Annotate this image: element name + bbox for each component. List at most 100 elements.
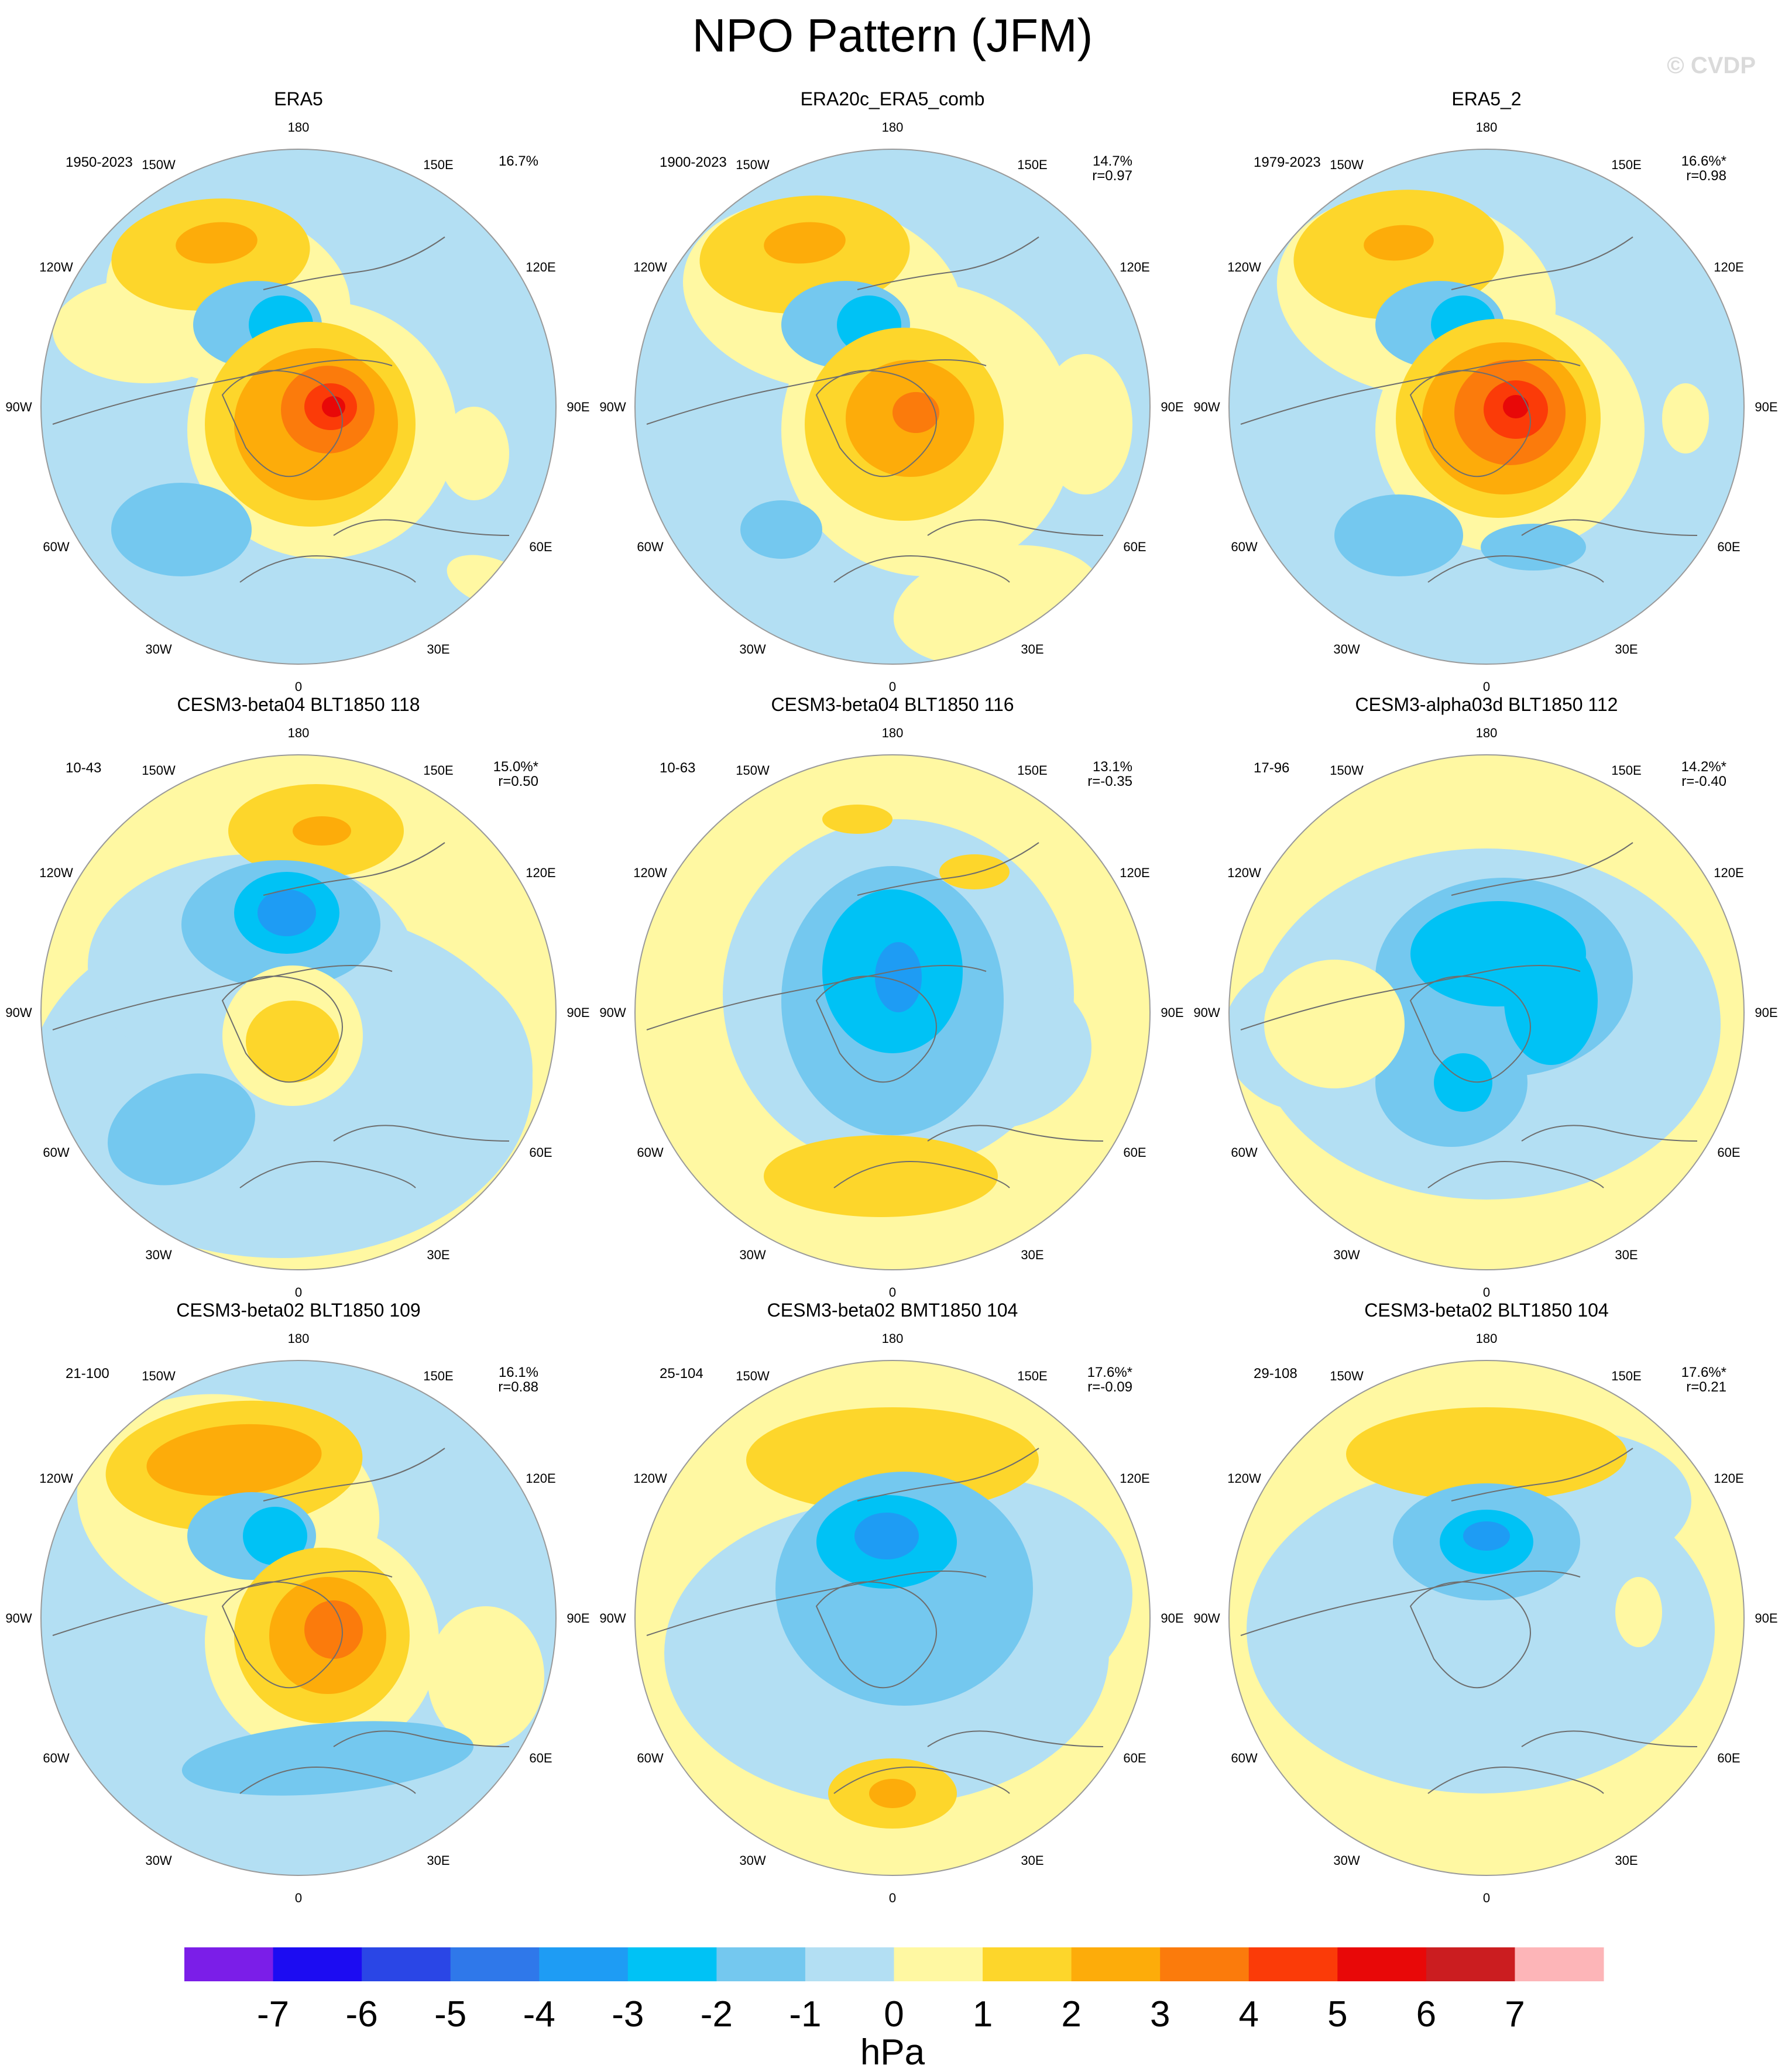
colorbar-swatch <box>273 1947 362 1981</box>
coastline <box>927 1730 1104 1747</box>
map-panel: ERA5 1950-2023 16.7% 180 150E 120E 90E 60E 30E 0 3… <box>5 88 589 694</box>
panel-variance-pct: 16.1% <box>499 1365 538 1380</box>
contour-region <box>304 1600 363 1659</box>
coastline <box>221 975 343 1083</box>
longitude-label: 180 <box>882 1331 904 1346</box>
longitude-label: 150W <box>736 763 770 778</box>
longitude-label: 90W <box>599 1005 626 1020</box>
longitude-label: 90E <box>1161 1005 1183 1020</box>
coastlines <box>52 1448 510 1794</box>
longitude-label: 30W <box>1333 1853 1360 1868</box>
colorbar-swatch <box>1337 1947 1427 1981</box>
map-panel: CESM3-beta02 BMT1850 104 25-104 17.6%*r=-0… <box>599 1300 1183 1905</box>
coastline <box>239 555 416 583</box>
longitude-label: 150W <box>1330 157 1364 172</box>
colorbar-tick-label: -5 <box>434 1994 466 2035</box>
panel-correlation: r=0.50 <box>498 774 538 789</box>
coastline <box>1427 1767 1604 1794</box>
longitude-label: 90E <box>1755 400 1777 414</box>
colorbar-swatch <box>983 1947 1072 1981</box>
contour-region <box>822 805 893 834</box>
map-frame <box>1228 1360 1745 1876</box>
longitude-label: 0 <box>295 1285 302 1300</box>
longitude-label: 120W <box>633 865 667 880</box>
map-panel: ERA5_2 1979-2023 16.6%*r=0.98 180 150E 120E 90… <box>1193 88 1777 694</box>
panel-variance-pct: 16.7% <box>499 153 538 169</box>
longitude-label: 180 <box>288 726 310 740</box>
longitude-label: 0 <box>295 1891 302 1905</box>
longitude-label: 30W <box>739 642 766 657</box>
longitude-label: 150E <box>1611 157 1641 172</box>
longitude-label: 60E <box>1123 1751 1146 1765</box>
longitude-label: 120W <box>633 260 667 274</box>
coastline <box>1427 1161 1604 1188</box>
longitude-label: 150W <box>736 157 770 172</box>
anomaly-field <box>41 755 556 1270</box>
longitude-label: 180 <box>288 1331 310 1346</box>
panel-period: 1950-2023 <box>66 154 133 170</box>
coastlines <box>1240 842 1698 1188</box>
contour-region <box>1346 1407 1627 1501</box>
longitude-label: 90W <box>5 1611 32 1626</box>
colorbar-swatch <box>1160 1947 1250 1981</box>
longitude-label: 90E <box>1755 1611 1777 1626</box>
longitude-label: 90W <box>1193 400 1220 414</box>
panel-variance-pct: 14.7% <box>1093 153 1132 169</box>
panel-period: 1900-2023 <box>660 154 727 170</box>
longitude-label: 60W <box>637 540 663 554</box>
longitude-label: 120W <box>1227 865 1261 880</box>
coastline <box>927 519 1104 536</box>
longitude-label: 120W <box>1227 1471 1261 1486</box>
longitude-label: 0 <box>1483 1891 1490 1905</box>
coastlines <box>1240 1448 1698 1794</box>
contour-region <box>1334 494 1463 576</box>
figure-title: NPO Pattern (JFM) <box>692 9 1093 61</box>
coastline <box>857 842 1039 896</box>
colorbar-tick-label: 4 <box>1239 1994 1259 2035</box>
contour-region <box>1264 960 1405 1088</box>
longitude-label: 150E <box>423 763 453 778</box>
contour-region <box>1503 395 1529 418</box>
longitude-label: 90E <box>567 400 589 414</box>
map-frame <box>40 754 557 1270</box>
longitude-label: 30E <box>1021 642 1043 657</box>
longitude-label: 90W <box>5 1005 32 1020</box>
colorbar-tick-label: -3 <box>612 1994 644 2035</box>
panel-variance-pct: 13.1% <box>1093 759 1132 775</box>
longitude-label: 30E <box>1615 1248 1638 1262</box>
panel-period: 10-43 <box>66 760 101 776</box>
colorbar-tick-label: -7 <box>257 1994 289 2035</box>
longitude-label: 120W <box>39 865 73 880</box>
coastline <box>239 1161 416 1188</box>
coastline <box>857 236 1039 290</box>
longitude-label: 120W <box>1227 260 1261 274</box>
contour-region <box>108 1073 255 1186</box>
coastline <box>646 965 987 1030</box>
longitude-label: 30E <box>1615 642 1638 657</box>
colorbar-swatch <box>716 1947 806 1981</box>
longitude-label: 90W <box>599 400 626 414</box>
coastline <box>263 236 445 290</box>
longitude-label: 120E <box>526 1471 555 1486</box>
colorbar-swatch <box>184 1947 274 1981</box>
longitude-label: 90E <box>567 1005 589 1020</box>
coastline <box>1240 965 1581 1030</box>
panel-variance-pct: 17.6%* <box>1087 1365 1132 1380</box>
coastline <box>1451 1448 1633 1501</box>
colorbar-tick-label: -1 <box>789 1994 821 2035</box>
anomaly-field <box>41 1360 556 1875</box>
longitude-label: 150W <box>1330 763 1364 778</box>
coastlines <box>1240 236 1698 583</box>
anomaly-field <box>635 149 1150 664</box>
coastlines <box>646 236 1104 583</box>
coastline <box>646 359 987 425</box>
panel-period: 29-108 <box>1254 1366 1297 1382</box>
contour-region <box>427 1606 544 1747</box>
longitude-label: 120E <box>1120 260 1149 274</box>
longitude-label: 60W <box>637 1145 663 1160</box>
longitude-label: 30E <box>427 1853 449 1868</box>
contour-region <box>939 854 1010 889</box>
coastline <box>52 359 393 425</box>
coastline <box>221 1581 343 1689</box>
longitude-label: 120E <box>526 260 555 274</box>
